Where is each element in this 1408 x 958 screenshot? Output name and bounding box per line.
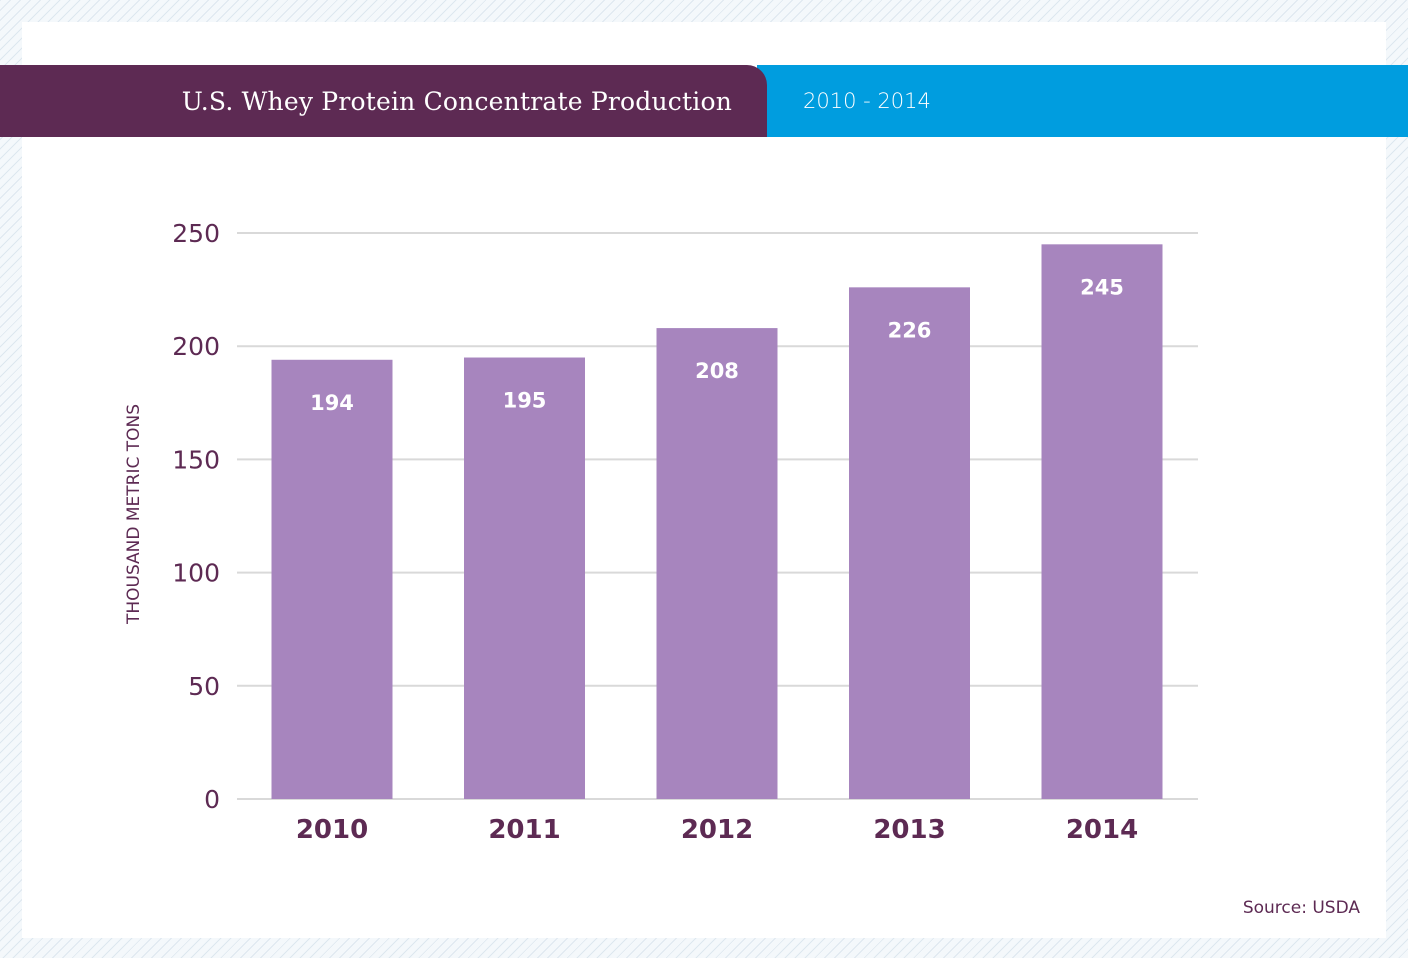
bar-value-label: 208: [695, 359, 739, 383]
x-tick-label: 2010: [296, 815, 368, 845]
y-tick-label: 50: [188, 672, 220, 701]
x-tick-label: 2011: [488, 815, 560, 845]
chart-subtitle: 2010 - 2014: [803, 89, 931, 113]
y-tick-label: 100: [172, 559, 220, 588]
y-axis-ticks: 0 50 100 150 200 250: [172, 219, 220, 814]
bar-value-label: 245: [1080, 275, 1124, 299]
bar: [849, 287, 970, 799]
bar-value-label: 195: [503, 389, 547, 413]
y-tick-label: 250: [172, 219, 220, 248]
bar: [656, 328, 778, 799]
bar-value-label: 226: [888, 318, 932, 342]
y-tick-label: 200: [172, 332, 220, 361]
bar: [464, 357, 585, 799]
bars: [271, 244, 1163, 799]
source-note: Source: USDA: [1242, 898, 1360, 918]
subtitle-bar: 2010 - 2014: [757, 65, 1408, 137]
y-axis-label: THOUSAND METRIC TONS: [124, 404, 144, 625]
title-bar: U.S. Whey Protein Concentrate Production: [0, 65, 767, 137]
data-labels: 194 195 208 226 245: [310, 275, 1124, 414]
x-axis-ticks: 2010 2011 2012 2013 2014: [296, 815, 1138, 845]
bar-value-label: 194: [310, 391, 354, 415]
bar: [271, 359, 393, 799]
bar: [1041, 244, 1163, 799]
x-tick-label: 2012: [681, 815, 753, 845]
x-tick-label: 2014: [1066, 815, 1138, 845]
chart-title: U.S. Whey Protein Concentrate Production: [181, 86, 732, 116]
y-tick-label: 150: [172, 445, 220, 474]
x-tick-label: 2013: [873, 815, 945, 845]
y-tick-label: 0: [204, 785, 220, 814]
